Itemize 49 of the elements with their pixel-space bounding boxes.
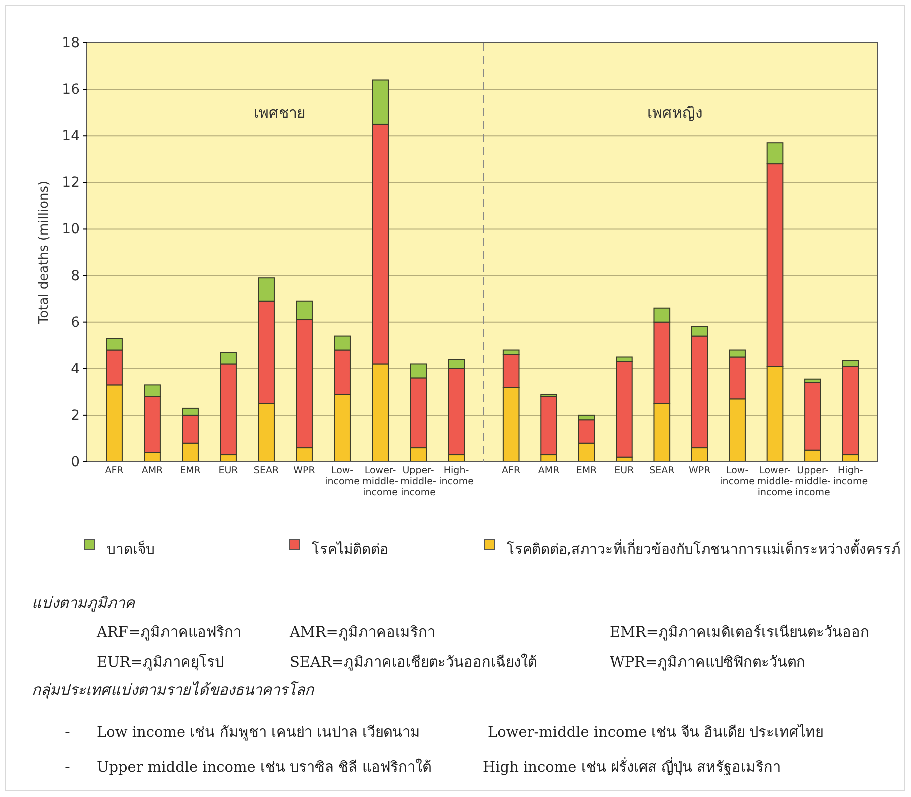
text: SEAR=ภูมิภาคเอเชียตะวันออกเฉียงใต้ (290, 653, 538, 671)
x-tick-label: EMR (576, 466, 598, 477)
legend-label: บาดเจ็บ (107, 540, 155, 558)
text: - Low income เช่น กัมพูชา เคนย่า เนปาล เวียดนาม (65, 723, 421, 741)
text: EUR=ภูมิภาคยุโรป (97, 653, 224, 671)
text: ARF=ภูมิภาคแอฟริกา (96, 625, 242, 641)
y-tick-label: 14 (62, 128, 80, 145)
text: High income เช่น ฝรั่งเศส ญี่ปุ่น สหรัฐอเมริกา (483, 757, 782, 776)
x-tick-label: Low-income (720, 466, 756, 488)
x-tick-label: High-income (833, 466, 868, 488)
text: กลุ่มประเทศแบ่งตามรายได้ของธนาคารโลก (32, 681, 315, 699)
x-tick-label: EUR (614, 466, 635, 477)
y-tick-label: 10 (62, 222, 80, 238)
text: Lower-middle income เช่น จีน อินเดีย ประเทศไทย (488, 723, 824, 741)
annotation: เพศชาย (254, 104, 306, 122)
y-tick-label: 12 (62, 175, 80, 192)
y-tick-label: 0 (71, 454, 80, 470)
bar (616, 361, 633, 458)
text: EMR=ภูมิภาคเมดิเตอร์เรเนียนตะวันออก (610, 624, 870, 641)
x-tick-label: Lower-middle-income (757, 466, 794, 498)
text: แบ่งตามภูมิภาค (32, 594, 136, 612)
y-tick-label: 16 (62, 82, 80, 98)
x-tick-label: High-income (439, 466, 474, 488)
y-tick-label: 8 (71, 268, 80, 284)
x-tick-label: SEAR (650, 466, 676, 477)
y-tick-label: 4 (71, 361, 80, 378)
x-tick-label: Lower-middle-income (362, 466, 398, 498)
x-tick-label: AFR (105, 466, 124, 477)
text: AMR=ภูมิภาคอเมริกา (289, 625, 436, 641)
x-tick-label: AMR (538, 466, 560, 477)
x-tick-label: AFR (502, 466, 522, 477)
annotation: เพศหญิง (648, 104, 702, 122)
y-tick-label: 18 (62, 35, 80, 52)
x-tick-label: WPR (294, 466, 316, 477)
x-tick-label: Upper-middle-income (400, 466, 436, 498)
legend-label: โรคติดต่อ,สภาวะที่เกี่ยวข้องกับโภชนาการแม่เด็กระหว่างตั้งครรภ์ (507, 539, 900, 558)
x-tick-label: Low-income (325, 466, 360, 488)
x-tick-label: Upper-middle-income (795, 466, 831, 498)
y-axis-title: Total deaths (millions) (37, 180, 52, 326)
x-tick-label: EMR (180, 466, 202, 477)
x-tick-label: AMR (142, 466, 164, 477)
text: WPR=ภูมิภาคแปซิฟิกตะวันตก (610, 655, 806, 671)
x-tick-label: EUR (218, 466, 239, 477)
x-tick-label: WPR (688, 466, 712, 477)
x-tick-label: SEAR (254, 466, 280, 477)
y-tick-label: 2 (71, 408, 80, 424)
y-tick-label: 6 (71, 314, 80, 331)
legend-label: โรคไม่ติดต่อ (312, 541, 388, 558)
text: - Upper middle income เช่น บราซิล ชิลี แอฟริกาใต้ (65, 758, 432, 776)
